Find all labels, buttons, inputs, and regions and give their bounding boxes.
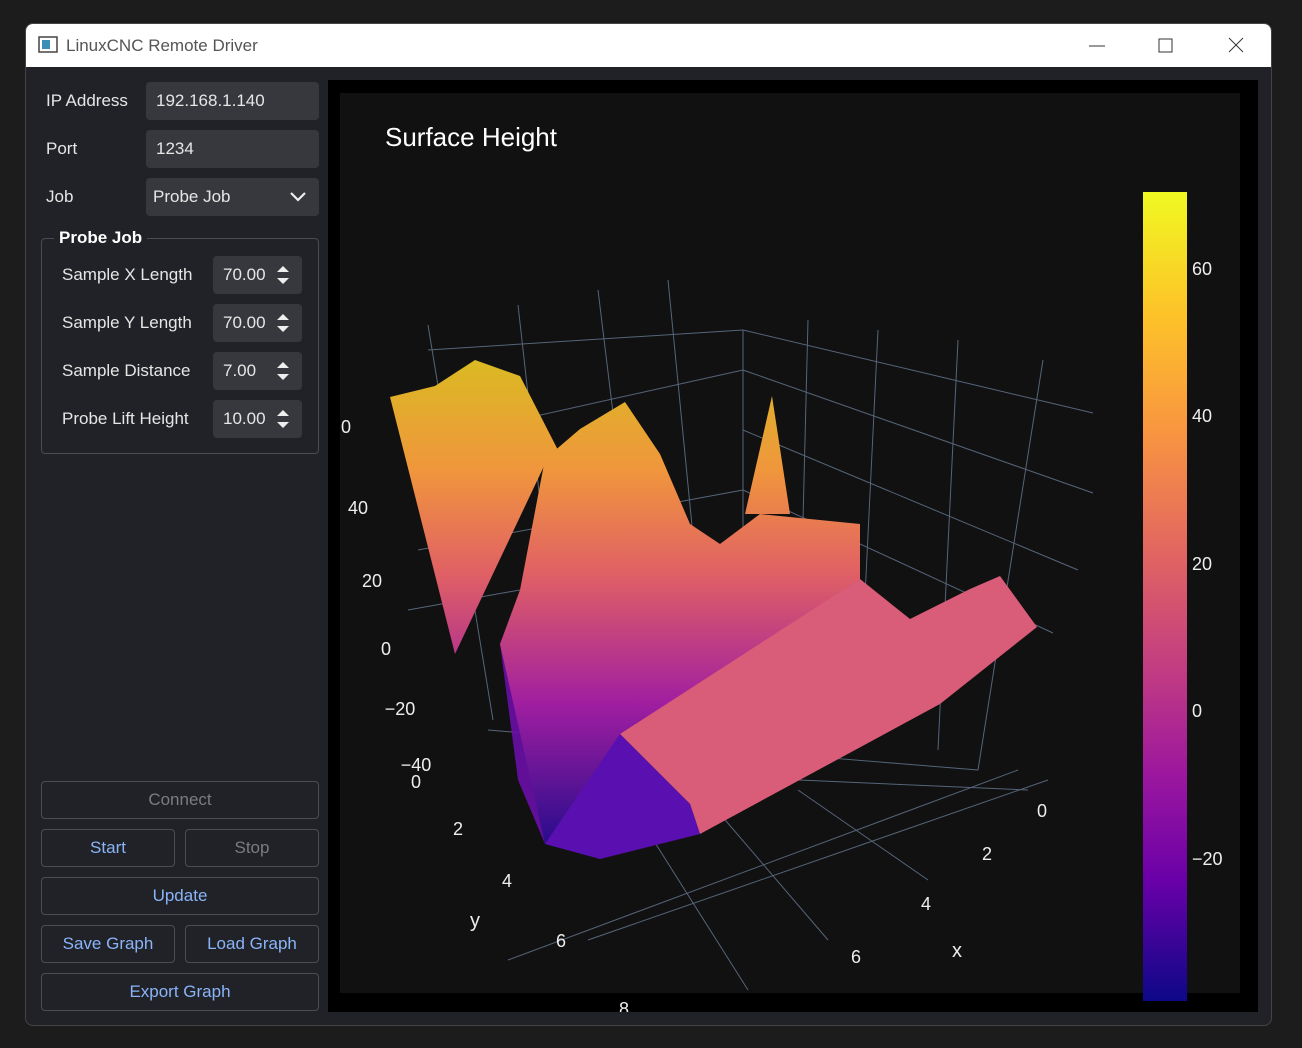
probe-group bbox=[41, 238, 319, 454]
ip-input[interactable]: 192.168.1.140 bbox=[146, 82, 319, 120]
job-select[interactable]: Probe Job bbox=[146, 178, 319, 216]
x-tick-label: 6 bbox=[851, 947, 861, 967]
port-input[interactable]: 1234 bbox=[146, 130, 319, 168]
spin-value: 70.00 bbox=[223, 313, 266, 332]
window-title: LinuxCNC Remote Driver bbox=[66, 36, 258, 55]
y-tick-label: 8 bbox=[619, 999, 629, 1012]
z-tick-label: −20 bbox=[385, 699, 416, 719]
app-window: LinuxCNC Remote Driver IP Address 192.16… bbox=[25, 23, 1272, 1026]
field-label: Sample Distance bbox=[62, 361, 191, 380]
chevron bbox=[290, 192, 306, 202]
z-tick-label: 20 bbox=[362, 571, 382, 591]
save-button[interactable]: Save Graph bbox=[41, 925, 175, 963]
spin-arrows[interactable] bbox=[275, 408, 291, 430]
ip-label: IP Address bbox=[46, 91, 128, 110]
job-label: Job bbox=[46, 187, 74, 206]
spin-value: 70.00 bbox=[223, 265, 266, 284]
y-tick-label: 2 bbox=[453, 819, 463, 839]
connect-button[interactable]: Connect bbox=[41, 781, 319, 819]
field-label: Sample X Length bbox=[62, 265, 193, 284]
y-tick-label: 6 bbox=[556, 931, 566, 951]
start-button[interactable]: Start bbox=[41, 829, 175, 867]
spin-box[interactable]: 70.00 bbox=[213, 304, 302, 342]
z-tick-label: −40 bbox=[401, 755, 432, 775]
app-icon bbox=[38, 36, 58, 53]
plot: Surface Height 040200−20−400246802466040… bbox=[328, 80, 1258, 1012]
field-label: Probe Lift Height bbox=[62, 409, 189, 428]
colorbar-tick-label: 20 bbox=[1192, 554, 1212, 574]
surface bbox=[390, 360, 1037, 859]
z-tick-label: 0 bbox=[381, 639, 391, 659]
update-button[interactable]: Update bbox=[41, 877, 319, 915]
job-value: Probe Job bbox=[153, 187, 231, 206]
z-tick-label: 0 bbox=[341, 417, 351, 437]
colorbar-tick-label: 0 bbox=[1192, 701, 1202, 721]
colorbar-tick-label: 60 bbox=[1192, 259, 1212, 279]
group-title: Probe Job bbox=[54, 228, 148, 248]
colorbar bbox=[1143, 192, 1187, 1001]
spin-box[interactable]: 7.00 bbox=[213, 352, 302, 390]
title-bar: LinuxCNC Remote Driver bbox=[26, 24, 1271, 67]
y-tick-label: 4 bbox=[502, 871, 512, 891]
spin-arrows[interactable] bbox=[275, 360, 291, 382]
x-tick-label: 4 bbox=[921, 894, 931, 914]
x-axis-title: x bbox=[952, 940, 962, 962]
x-tick-label: 0 bbox=[1037, 801, 1047, 821]
window-controls[interactable] bbox=[1081, 32, 1261, 60]
port-label: Port bbox=[46, 139, 78, 158]
plot-title: Surface Height bbox=[385, 122, 558, 152]
y-tick-label: 0 bbox=[411, 772, 421, 792]
z-tick-label: 40 bbox=[348, 498, 368, 518]
field-label: Sample Y Length bbox=[62, 313, 192, 332]
colorbar-tick-label: 40 bbox=[1192, 406, 1212, 426]
stop-button[interactable]: Stop bbox=[185, 829, 319, 867]
spin-arrows[interactable] bbox=[275, 264, 291, 286]
export-button[interactable]: Export Graph bbox=[41, 973, 319, 1011]
spin-arrows[interactable] bbox=[275, 312, 291, 334]
spin-box[interactable]: 10.00 bbox=[213, 400, 302, 438]
x-tick-label: 2 bbox=[982, 844, 992, 864]
spin-value: 7.00 bbox=[223, 361, 257, 380]
spin-value: 10.00 bbox=[223, 409, 266, 428]
spin-box[interactable]: 70.00 bbox=[213, 256, 302, 294]
colorbar-tick-label: −20 bbox=[1192, 849, 1223, 869]
y-axis-title: y bbox=[470, 910, 480, 932]
load-button[interactable]: Load Graph bbox=[185, 925, 319, 963]
